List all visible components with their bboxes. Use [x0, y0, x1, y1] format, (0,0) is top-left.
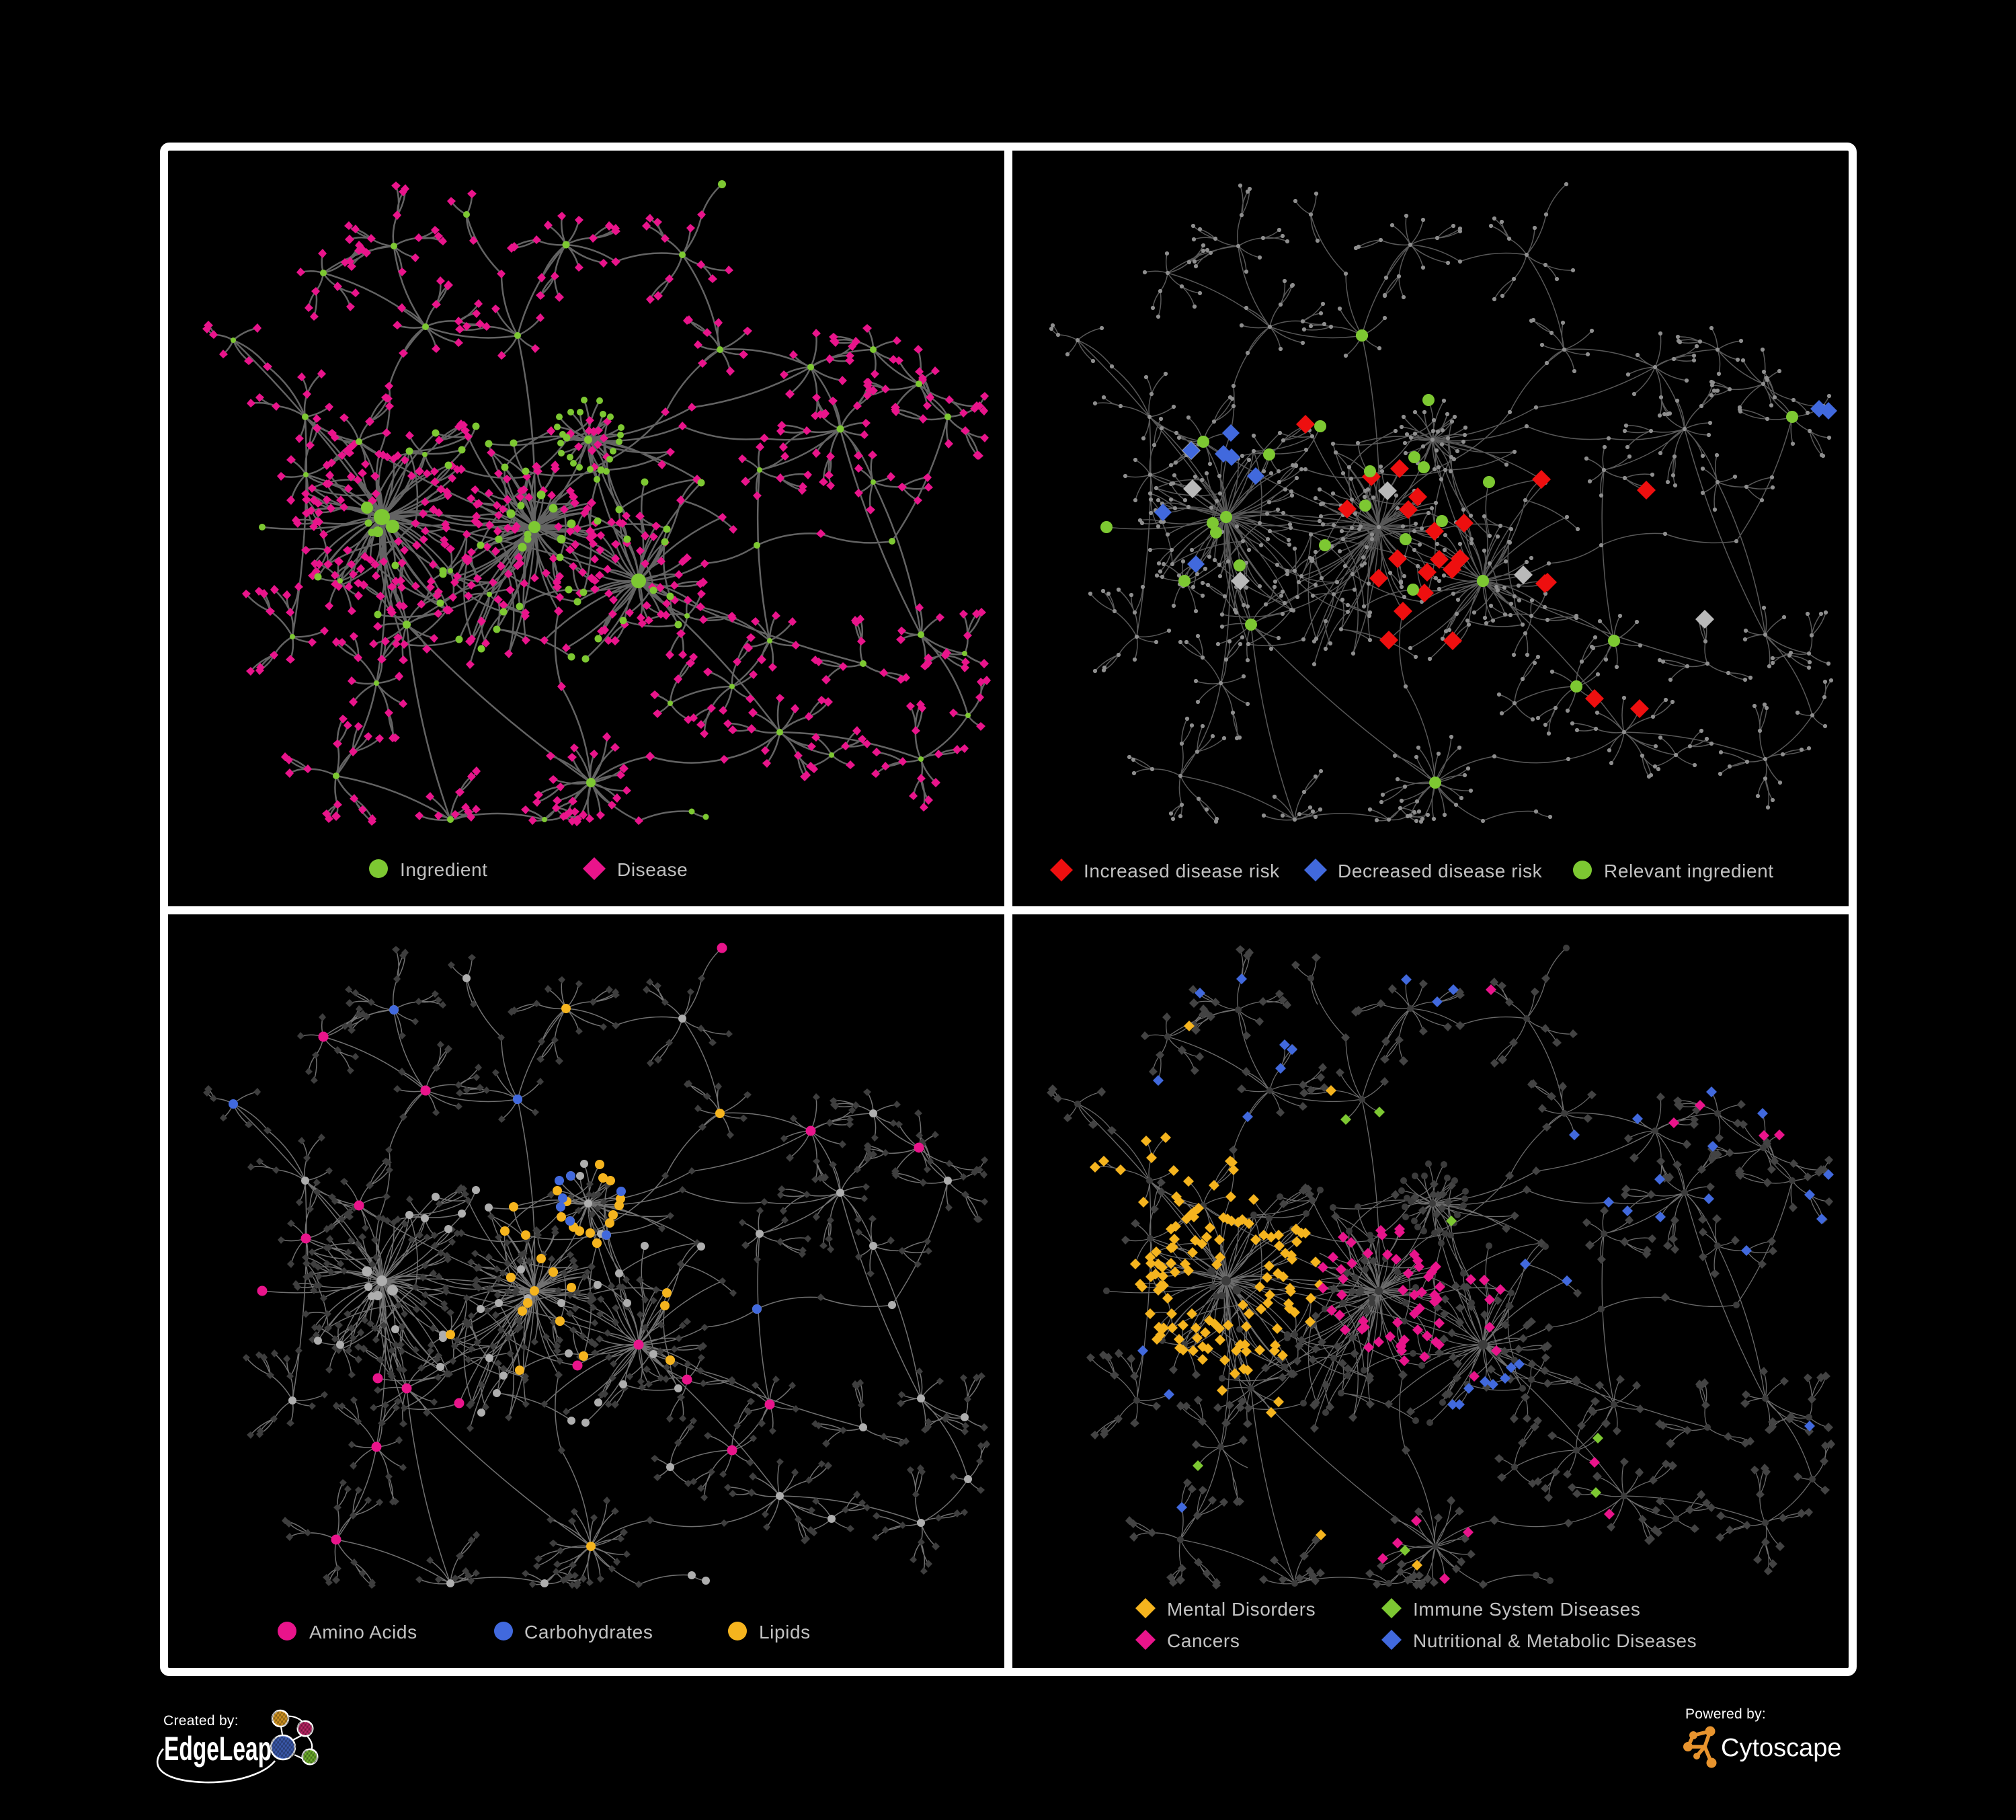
svg-text:Created by:: Created by:	[163, 1713, 239, 1729]
svg-text:Powered by:: Powered by:	[1685, 1706, 1766, 1722]
svg-text:Increased disease risk: Increased disease risk	[1084, 861, 1280, 881]
svg-text:EdgeLeap: EdgeLeap	[164, 1730, 272, 1768]
svg-text:Carbohydrates: Carbohydrates	[524, 1622, 653, 1643]
svg-text:Relevant ingredient: Relevant ingredient	[1604, 861, 1774, 881]
svg-text:Ingredient: Ingredient	[400, 859, 488, 880]
svg-text:Lipids: Lipids	[759, 1622, 811, 1643]
svg-text:Immune System Diseases: Immune System Diseases	[1413, 1599, 1640, 1620]
svg-text:Nutritional & Metabolic Diseas: Nutritional & Metabolic Diseases	[1413, 1630, 1697, 1651]
svg-text:Decreased disease risk: Decreased disease risk	[1338, 861, 1543, 881]
svg-text:Cancers: Cancers	[1167, 1630, 1240, 1651]
svg-text:Cytoscape: Cytoscape	[1721, 1734, 1842, 1762]
svg-text:Mental Disorders: Mental Disorders	[1167, 1599, 1316, 1620]
svg-text:Amino Acids: Amino Acids	[309, 1622, 417, 1643]
svg-text:Disease: Disease	[617, 859, 688, 880]
